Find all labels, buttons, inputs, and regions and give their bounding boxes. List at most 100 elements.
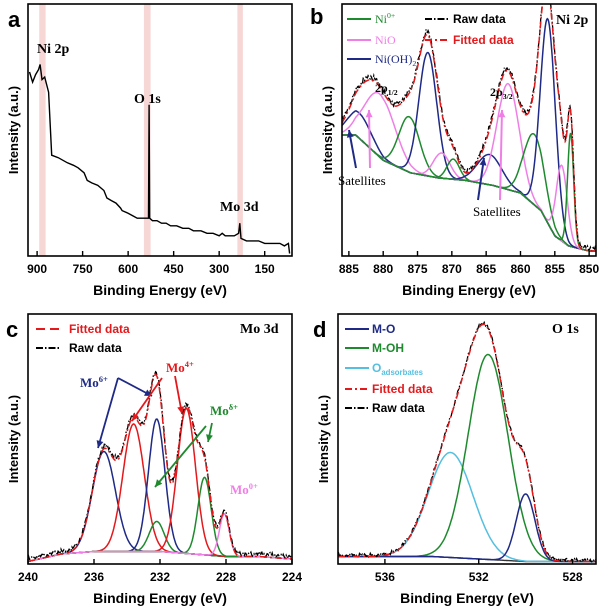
d-ylabel: Intensity (a.u.) [316, 395, 331, 483]
c-component-6 [28, 513, 292, 563]
c-label-modelta: Moδ+ [210, 402, 238, 418]
a-survey-line [28, 64, 291, 254]
c-fit-line [28, 373, 292, 563]
b-legend-fit: Fitted data [453, 33, 514, 47]
b-annotation-2p32-base: 2p [490, 85, 503, 99]
d-tick-label-528: 528 [563, 570, 583, 584]
b-annotation-2p32-sub: 3/2 [503, 92, 513, 101]
c-legend: Fitted data Raw data [36, 322, 130, 355]
d-xlabel: Binding Energy (eV) [400, 590, 534, 606]
panel-b-ni2p: 885 880 875 870 865 860 855 850 Binding Energy (… [310, 3, 599, 298]
b-arrow-sat-3-head [479, 158, 487, 166]
d-legend-moh: M-OH [372, 341, 404, 355]
b-plot-area [342, 4, 596, 253]
b-panel-letter: b [310, 4, 323, 29]
a-annotation-o1s: O 1s [134, 92, 161, 107]
c-arrow-mo4-2-head [177, 406, 185, 414]
c-frame [27, 313, 293, 565]
b-title: Ni 2p [556, 13, 589, 28]
c-label-mo0: Mo0+ [230, 481, 258, 497]
b-arrow-sat-1-head [346, 130, 354, 138]
b-tick-label-865: 865 [476, 262, 496, 276]
c-panel-letter: c [6, 317, 18, 342]
b-legend-ni0: Ni0+ [375, 11, 396, 26]
c-component-1 [28, 423, 292, 563]
a-ylabel: Intensity (a.u.) [6, 86, 21, 174]
c-label-mo0-base: Mo [230, 482, 249, 497]
b-tick-label-870: 870 [442, 262, 462, 276]
d-panel-letter: d [313, 317, 326, 342]
d-plot-area [338, 320, 596, 563]
c-legend-raw: Raw data [69, 341, 122, 355]
panel-a-survey: 900 750 600 450 300 150 Binding Energy (eV) Int… [6, 3, 293, 298]
c-label-mo4-base: Mo [166, 360, 185, 375]
panel-c-mo3d: 240 236 232 228 224 Binding Energy (eV) Intens… [6, 313, 302, 606]
c-ylabel: Intensity (a.u.) [6, 395, 21, 483]
c-xlabel: Binding Energy (eV) [93, 590, 227, 606]
b-legend-nio: NiO [375, 33, 396, 47]
b-annotation-2p12-sub: 1/2 [388, 88, 398, 97]
c-tick-label-240: 240 [18, 570, 38, 584]
a-frame [27, 3, 293, 257]
a-tick-label-900: 900 [27, 262, 47, 276]
b-ylabel: Intensity (a.u.) [320, 86, 335, 174]
b-component-7 [342, 82, 596, 252]
d-tick-label-532: 532 [469, 570, 489, 584]
b-tick-label-875: 875 [407, 262, 427, 276]
a-highlight-band-1 [143, 4, 151, 256]
d-legend: M-O M-OH Oadsorbates Fitted data Raw data [345, 322, 433, 415]
b-legend: Ni0+ NiO Ni(OH)2 Raw data Fitted data [347, 11, 514, 68]
a-xlabel: Binding Energy (eV) [93, 282, 227, 298]
c-label-mo0-sup: 0+ [249, 481, 258, 491]
d-legend-oads-base: O [372, 361, 381, 375]
b-annotation-satellites-1: Satellites [338, 173, 386, 188]
b-legend-nioh: Ni(OH)2 [375, 52, 416, 68]
c-tick-label-228: 228 [216, 570, 236, 584]
a-tick-label-300: 300 [209, 262, 229, 276]
a-highlight-band-0 [39, 4, 46, 256]
b-legend-ni0-base: Ni [375, 12, 388, 26]
c-arrow-mo6-1-head [96, 440, 104, 448]
b-arrow-sat-4-head [498, 110, 506, 118]
d-component-0 [338, 451, 596, 563]
c-arrow-mo6-1-shaft [97, 377, 119, 449]
c-arrow-modelta-2-head [206, 434, 213, 442]
d-legend-fit: Fitted data [372, 382, 433, 396]
c-plot-area [28, 370, 292, 563]
b-legend-nioh-sub: 2 [412, 59, 416, 68]
d-frame [337, 313, 597, 565]
b-tick-label-850: 850 [579, 262, 599, 276]
d-legend-oads-sub: adsorbates [381, 368, 423, 377]
c-tick-label-236: 236 [84, 570, 104, 584]
c-label-mo4: Mo4+ [166, 359, 194, 375]
b-frame [341, 3, 597, 257]
b-tick-label-855: 855 [545, 262, 565, 276]
c-tick-label-232: 232 [150, 570, 170, 584]
c-arrow-modelta-1-head [155, 479, 163, 487]
b-legend-raw: Raw data [453, 12, 506, 26]
d-legend-mo: M-O [372, 322, 395, 336]
a-tick-label-150: 150 [255, 262, 275, 276]
c-raw-line [28, 370, 292, 561]
a-panel-letter: a [8, 7, 21, 32]
b-arrow-sat-4-shaft [499, 109, 503, 201]
c-tick-label-224: 224 [282, 570, 302, 584]
d-tick-label-536: 536 [375, 570, 395, 584]
c-label-mo6-sup: 6+ [99, 374, 108, 384]
a-annotation-ni2p: Ni 2p [37, 42, 70, 57]
c-label-mo6: Mo6+ [80, 374, 108, 390]
b-tick-label-880: 880 [373, 262, 393, 276]
a-tick-label-750: 750 [73, 262, 93, 276]
c-label-mo6-base: Mo [80, 375, 99, 390]
c-label-mo4-sup: 4+ [185, 359, 194, 369]
b-xlabel: Binding Energy (eV) [402, 282, 536, 298]
c-arrow-modelta-1-shaft [154, 425, 207, 488]
b-annotation-satellites-2: Satellites [473, 204, 521, 219]
b-tick-label-860: 860 [510, 262, 530, 276]
b-annotation-2p12-base: 2p [375, 81, 388, 95]
a-tick-label-450: 450 [164, 262, 184, 276]
d-component-2 [338, 493, 596, 563]
c-arrow-mo4-1-head [132, 413, 139, 421]
d-legend-oads: Oadsorbates [372, 361, 424, 377]
a-annotation-mo3d: Mo 3d [220, 200, 259, 215]
